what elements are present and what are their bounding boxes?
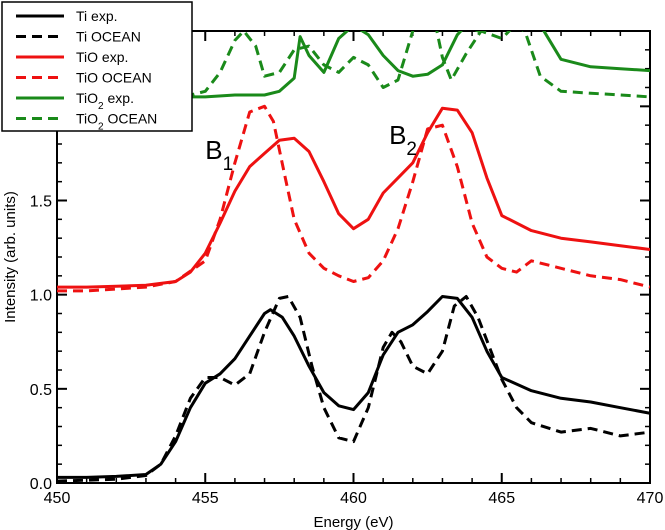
legend-label-2: TiO exp. — [76, 49, 128, 65]
x-tick-label: 460 — [340, 490, 367, 507]
y-axis-label: Intensity (arb. units) — [2, 191, 19, 323]
legend-label-base: TiO — [76, 90, 98, 106]
legend-label-base: Ti OCEAN — [76, 29, 141, 45]
legend-label-5: TiO2 OCEAN — [76, 111, 157, 133]
y-tick-label: 0.0 — [30, 476, 52, 493]
y-tick-label: 0.5 — [30, 382, 52, 399]
annotation-base: B — [389, 120, 406, 150]
legend-label-3: TiO OCEAN — [76, 70, 152, 86]
legend-label-base: TiO exp. — [76, 49, 128, 65]
legend-label-subscript: 2 — [98, 121, 104, 132]
annotation-base: B — [205, 135, 222, 165]
legend-label-base: TiO OCEAN — [76, 70, 152, 86]
series-line-4 — [57, 31, 650, 99]
legend-label-base: Ti exp. — [76, 8, 118, 24]
legend-label-1: Ti OCEAN — [76, 29, 141, 45]
x-axis-label: Energy (eV) — [313, 514, 393, 530]
legend-label-rest: exp. — [104, 90, 134, 106]
annotation-subscript: 2 — [406, 139, 417, 160]
legend-label-0: Ti exp. — [76, 8, 118, 24]
series-line-3 — [57, 104, 650, 293]
y-tick-label: 1.5 — [30, 194, 52, 211]
legend-label-subscript: 2 — [98, 101, 104, 112]
annotation-subscript: 1 — [223, 154, 234, 175]
x-tick-label: 465 — [488, 490, 515, 507]
series-line-1 — [57, 295, 650, 483]
series-line-2 — [57, 106, 650, 289]
legend-label-rest: OCEAN — [104, 111, 158, 127]
x-tick-label: 455 — [192, 490, 219, 507]
y-tick-label: 1.0 — [30, 288, 52, 305]
x-tick-label: 470 — [637, 490, 664, 507]
series-line-0 — [57, 295, 650, 479]
x-tick-label: 450 — [44, 490, 71, 507]
legend-label-4: TiO2 exp. — [76, 90, 134, 112]
legend-box — [1, 1, 193, 132]
peak-annotation-0: B1 — [205, 135, 233, 175]
peak-annotation-1: B2 — [389, 120, 417, 160]
legend-label-base: TiO — [76, 111, 98, 127]
series-layer — [57, 31, 650, 483]
series-line-5 — [57, 31, 650, 105]
